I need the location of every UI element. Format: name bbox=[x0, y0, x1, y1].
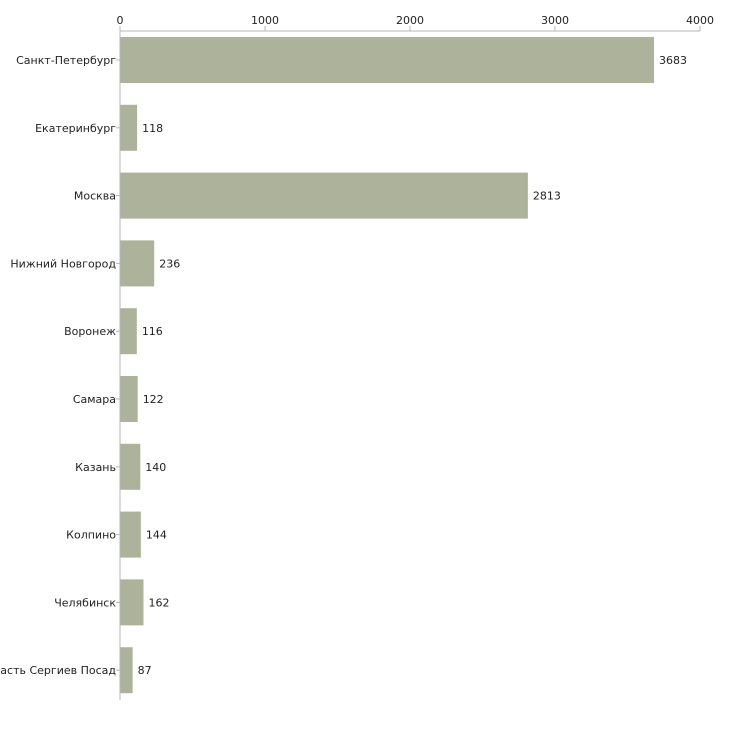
category-labels: Санкт-Петербург Екатеринбург Москва Нижний … bbox=[0, 54, 120, 677]
x-tick-label: 2000 bbox=[396, 14, 424, 27]
value-label: 144 bbox=[146, 529, 167, 542]
x-tick-label: 0 bbox=[117, 14, 124, 27]
value-label: 87 bbox=[138, 664, 152, 677]
value-label: 2813 bbox=[533, 190, 561, 203]
bar bbox=[120, 37, 655, 83]
category-label: Самара bbox=[73, 393, 116, 406]
category-label: Казань bbox=[75, 461, 116, 474]
bar bbox=[120, 172, 528, 219]
category-label: Екатеринбург bbox=[35, 122, 116, 135]
x-tick-label: 4000 bbox=[686, 14, 714, 27]
value-label: 236 bbox=[159, 257, 180, 270]
bar bbox=[120, 511, 141, 558]
x-tick-label: 1000 bbox=[251, 14, 279, 27]
category-label: Воронеж bbox=[64, 325, 116, 338]
bar bbox=[120, 308, 137, 355]
bar bbox=[120, 647, 133, 694]
bar bbox=[120, 376, 138, 422]
category-label: Челябинск bbox=[54, 596, 116, 609]
bar bbox=[120, 443, 141, 490]
bars bbox=[120, 37, 655, 694]
value-label: 116 bbox=[142, 325, 163, 338]
bar bbox=[120, 579, 144, 626]
value-label: 118 bbox=[142, 122, 163, 135]
category-label: ласть Сергиев Посад bbox=[0, 664, 116, 677]
category-label: Санкт-Петербург bbox=[16, 54, 116, 67]
category-label: Нижний Новгород bbox=[10, 257, 116, 270]
x-axis-ticks: 0 1000 2000 3000 4000 bbox=[117, 14, 714, 31]
value-label: 140 bbox=[145, 461, 166, 474]
value-label: 3683 bbox=[659, 54, 687, 67]
category-label: Колпино bbox=[66, 529, 116, 542]
category-label: Москва bbox=[74, 190, 116, 203]
value-label: 162 bbox=[148, 596, 169, 609]
x-tick-label: 3000 bbox=[541, 14, 569, 27]
bar bbox=[120, 104, 138, 151]
value-labels: 3683 118 2813 236 116 122 140 144 162 87 bbox=[138, 54, 687, 677]
value-label: 122 bbox=[143, 393, 164, 406]
bar bbox=[120, 240, 155, 287]
